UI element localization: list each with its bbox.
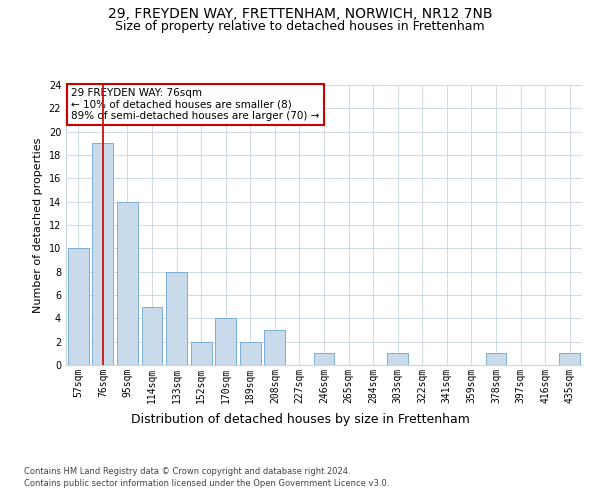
Text: 29, FREYDEN WAY, FRETTENHAM, NORWICH, NR12 7NB: 29, FREYDEN WAY, FRETTENHAM, NORWICH, NR… xyxy=(108,8,492,22)
Bar xyxy=(559,354,580,365)
Bar xyxy=(142,306,163,365)
Bar xyxy=(117,202,138,365)
Text: Contains HM Land Registry data © Crown copyright and database right 2024.: Contains HM Land Registry data © Crown c… xyxy=(24,468,350,476)
Bar xyxy=(485,354,506,365)
Bar xyxy=(387,354,408,365)
Bar xyxy=(166,272,187,365)
Bar xyxy=(92,144,113,365)
Text: 29 FREYDEN WAY: 76sqm
← 10% of detached houses are smaller (8)
89% of semi-detac: 29 FREYDEN WAY: 76sqm ← 10% of detached … xyxy=(71,88,320,121)
Text: Contains public sector information licensed under the Open Government Licence v3: Contains public sector information licen… xyxy=(24,479,389,488)
Bar xyxy=(265,330,286,365)
Text: Distribution of detached houses by size in Frettenham: Distribution of detached houses by size … xyxy=(131,412,469,426)
Bar xyxy=(68,248,89,365)
Bar xyxy=(215,318,236,365)
Bar xyxy=(191,342,212,365)
Y-axis label: Number of detached properties: Number of detached properties xyxy=(33,138,43,312)
Bar xyxy=(314,354,334,365)
Text: Size of property relative to detached houses in Frettenham: Size of property relative to detached ho… xyxy=(115,20,485,33)
Bar xyxy=(240,342,261,365)
